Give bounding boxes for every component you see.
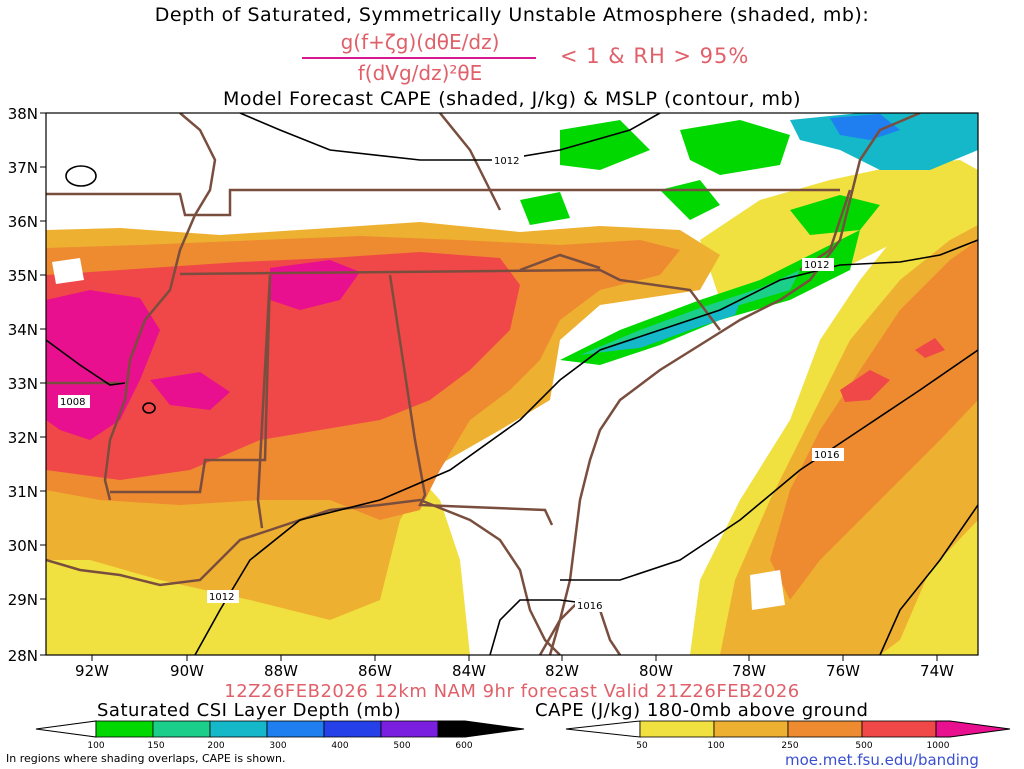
valid-time-line: 12Z26FEB2026 12km NAM 9hr forecast Valid…	[224, 681, 800, 702]
cape-hole	[52, 258, 84, 284]
csi-tick-label: 100	[87, 741, 104, 751]
cape-tick-label: 500	[855, 741, 872, 751]
lon-axis	[91, 655, 938, 661]
cape-shade-500	[46, 252, 520, 480]
overlap-note: In regions where shading overlaps, CAPE …	[6, 752, 286, 765]
formula-fraction-bar	[302, 57, 536, 59]
lon-label: 86W	[358, 662, 392, 680]
csi-colorbar-ticks: 100 150 200 300 400 500 600	[87, 741, 472, 751]
cape-colorbar	[565, 720, 1011, 738]
isobar-label: 1016	[814, 450, 839, 461]
lat-label: 37N	[8, 159, 38, 177]
isobar-1008	[46, 339, 126, 386]
isobar-closed-low	[65, 165, 97, 187]
cape-tick-label: 1000	[927, 741, 950, 751]
cape-tick-label: 100	[707, 741, 724, 751]
csi-tick-label: 600	[455, 741, 472, 751]
lat-label: 34N	[8, 321, 38, 339]
formula-numerator: g(f+ζg)(dθE/dz)	[340, 30, 500, 54]
cape-colorbar-ticks: 50 100 250 500 1000	[636, 741, 949, 751]
lat-label: 35N	[8, 267, 38, 285]
lat-label: 33N	[8, 375, 38, 393]
lon-label: 78W	[732, 662, 766, 680]
lat-label: 38N	[8, 105, 38, 123]
cape-tick-label: 250	[781, 741, 798, 751]
lon-label: 92W	[75, 662, 109, 680]
title-line-1: Depth of Saturated, Symmetrically Unstab…	[154, 4, 870, 26]
lat-label: 28N	[8, 647, 38, 665]
source-url[interactable]: moe.met.fsu.edu/banding	[785, 751, 979, 769]
csi-shade-100	[560, 230, 860, 365]
lon-label: 80W	[639, 662, 673, 680]
isobar-label: 1012	[494, 156, 519, 167]
lon-label: 74W	[920, 662, 954, 680]
csi-tick-label: 200	[207, 741, 224, 751]
isobar-east-lower	[879, 504, 978, 655]
csi-shade-100	[790, 195, 880, 235]
isobar-1008-loop	[142, 402, 156, 414]
cape-shade-1000-c	[150, 372, 230, 410]
cape-hole	[750, 570, 785, 610]
lon-label: 88W	[264, 662, 298, 680]
lat-labels: 38N 37N 36N 35N 34N 33N 32N 31N 30N 29N …	[8, 105, 38, 665]
csi-tick-label: 500	[393, 741, 410, 751]
cape-shade-500-east2	[915, 338, 945, 358]
csi-shade-100	[520, 192, 570, 225]
formula-denominator: f(dVg/dz)²θE	[357, 61, 483, 85]
lat-label: 36N	[8, 213, 38, 231]
csi-legend-title: Saturated CSI Layer Depth (mb)	[97, 700, 402, 721]
csi-shade-200	[580, 270, 800, 355]
lon-label: 84W	[452, 662, 486, 680]
isobar-1012-north	[239, 113, 661, 161]
lat-label: 29N	[8, 591, 38, 609]
csi-shade-100	[560, 120, 650, 170]
lat-axis	[40, 112, 46, 656]
cape-shade-500-east	[840, 370, 890, 402]
coastlines	[46, 113, 921, 655]
isobar-label: 1012	[209, 592, 234, 603]
lat-label: 30N	[8, 537, 38, 555]
cape-legend-title: CAPE (J/kg) 180-0mb above ground	[535, 700, 869, 721]
lon-labels: 92W 90W 88W 86W 84W 82W 80W 78W 76W 74W	[75, 662, 954, 680]
csi-colorbar	[35, 720, 525, 738]
title-line-3: Model Forecast CAPE (shaded, J/kg) & MSL…	[222, 88, 802, 110]
isobar-label: 1008	[60, 397, 85, 408]
isobar-labels: 1012 1012 1008 1016 1016 1012	[58, 154, 844, 612]
isobar-1016-east	[560, 349, 978, 581]
isobar-label: 1012	[804, 260, 829, 271]
map-frame	[45, 112, 979, 656]
lat-label: 32N	[8, 429, 38, 447]
csi-shade-100	[680, 120, 790, 175]
cape-tick-label: 50	[636, 741, 648, 751]
csi-shade-400	[830, 114, 900, 140]
lon-label: 82W	[545, 662, 579, 680]
lat-label: 31N	[8, 483, 38, 501]
csi-tick-label: 300	[269, 741, 286, 751]
csi-tick-label: 150	[147, 741, 164, 751]
isobar-label: 1016	[577, 601, 602, 612]
csi-tick-label: 400	[331, 741, 348, 751]
isobar-contours	[46, 113, 978, 655]
lon-label: 90W	[170, 662, 204, 680]
isobar-1012-south	[194, 239, 978, 655]
formula-condition: < 1 & RH > 95%	[560, 44, 750, 68]
isobar-1016-south	[489, 599, 601, 655]
lon-label: 76W	[826, 662, 860, 680]
